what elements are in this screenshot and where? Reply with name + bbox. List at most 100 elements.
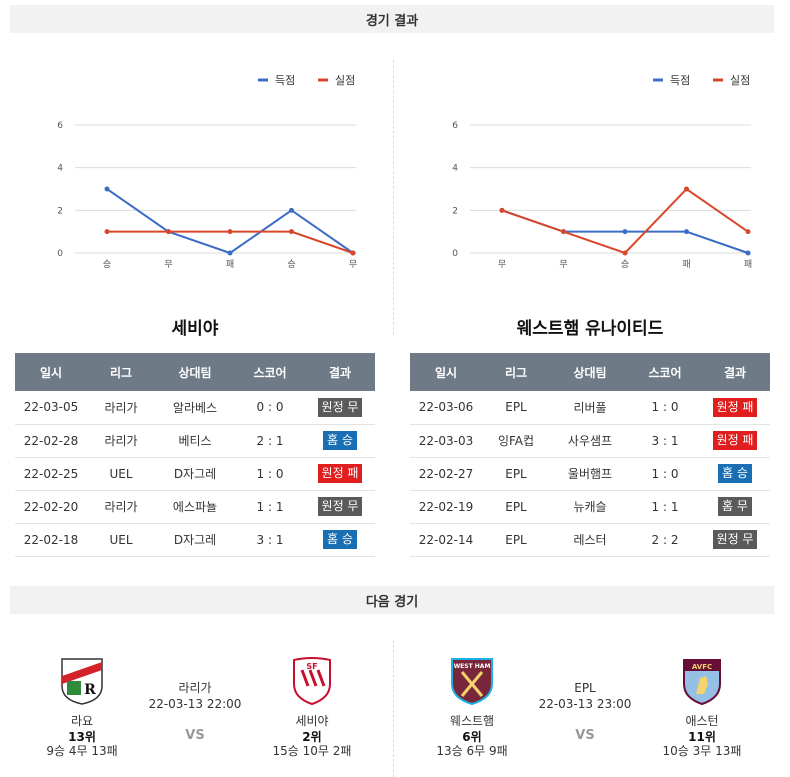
header-opponent: 상대팀 [550,353,630,391]
table-row: 22-02-27 EPL 울버햄프 1 : 0 홈 승 [410,457,770,491]
cell-league: UEL [87,457,155,491]
cell-result: 원정 패 [700,391,770,425]
cell-date: 22-02-28 [15,424,87,458]
cell-opponent: 뉴캐슬 [550,490,630,524]
aston-villa-crest-icon: AVFC [678,656,726,706]
results-section-title: 경기 결과 [365,13,419,29]
cell-league: 라리가 [87,424,155,458]
y-tick-label: 0 [57,249,63,259]
series-line-conceded [107,230,354,254]
table-header-row: 일시 리그 상대팀 스코어 결과 [15,353,375,391]
data-point [289,207,294,213]
away-team-name: 애스턴 [685,714,719,728]
away-team-record: 10승 3무 13패 [662,744,742,758]
legend-label: 득점 [670,74,690,87]
series-line-conceded [501,187,749,255]
result-badge: 홈 승 [323,431,357,450]
data-point [104,186,110,192]
cell-score: 1 : 0 [235,457,305,491]
header-date: 일시 [15,353,87,391]
cell-date: 22-02-19 [410,490,482,524]
y-tick-label: 4 [57,164,63,174]
away-team-rank: 2위 [302,730,322,744]
x-tick-label: 무 [164,259,172,270]
cell-date: 22-03-03 [410,424,482,458]
x-tick-label: 승 [287,259,295,270]
result-badge: 홈 무 [718,497,752,516]
svg-text:WEST HAM: WEST HAM [454,663,491,670]
legend-label: 실점 [335,74,355,87]
right-team-title: 웨스트햄 유나이티드 [516,319,664,339]
data-point [622,250,628,256]
x-tick-label: 무 [559,259,567,270]
home-team-rank: 13위 [68,730,96,744]
cell-league: EPL [482,490,550,524]
table-row: 22-02-25 UEL D자그레 1 : 0 원정 패 [15,457,375,491]
home-team-name: 라요 [70,714,94,728]
header-score: 스코어 [630,353,700,391]
match-datetime: 22-03-13 23:00 [538,697,632,711]
column-divider [393,60,394,335]
home-team: R 라요 13위 9승 4무 13패 [32,650,132,758]
y-tick-label: 6 [452,121,458,131]
next-match-section-title: 다음 경기 [365,594,419,610]
legend-label: 득점 [275,74,295,87]
svg-text:SF: SF [306,662,317,671]
cell-league: 라리가 [87,490,155,524]
header-score: 스코어 [235,353,305,391]
away-team-name: 세비야 [295,714,329,728]
right-recent-results-table: 일시 리그 상대팀 스코어 결과 22-03-06 EPL 리버풀 1 : 0 원정 패… [410,353,770,557]
table-row: 22-03-06 EPL 리버풀 1 : 0 원정 패 [410,391,770,425]
data-point [684,229,689,235]
cell-score: 3 : 1 [630,424,700,458]
sevilla-crest-icon: SF [288,656,336,706]
home-team: WEST HAM 웨스트햄 6위 13승 6무 9패 [422,650,522,758]
away-team-rank: 11위 [688,730,716,744]
cell-opponent: 베티스 [155,424,235,458]
header-result: 결과 [305,353,375,391]
table-row: 22-02-20 라리가 에스파뇰 1 : 1 원정 무 [15,490,375,524]
cell-date: 22-02-25 [15,457,87,491]
next-match-section-header: 다음 경기 [10,586,774,614]
result-badge: 원정 패 [712,431,758,450]
y-tick-label: 6 [57,121,63,131]
cell-league: EPL [482,391,550,425]
match-datetime: 22-03-13 22:00 [148,697,242,711]
table-row: 22-02-28 라리가 베티스 2 : 1 홈 승 [15,424,375,458]
data-point [684,186,689,192]
x-tick-label: 패 [682,259,690,270]
data-point [104,229,110,235]
svg-text:R: R [84,682,96,698]
left-recent-results-table: 일시 리그 상대팀 스코어 결과 22-03-05 라리가 알라베스 0 : 0 원정 … [15,353,375,557]
cell-score: 3 : 1 [235,523,305,557]
rayo-vallecano-crest-icon: R [58,656,106,706]
cell-result: 원정 패 [700,424,770,458]
home-team-rank: 6위 [462,730,482,744]
data-point [622,229,628,235]
data-point [166,229,171,235]
cell-date: 22-02-27 [410,457,482,491]
data-point [745,229,751,235]
cell-opponent: 사우샘프 [550,424,630,458]
cell-date: 22-02-14 [410,523,482,557]
result-badge: 원정 패 [712,397,758,417]
cell-result: 홈 승 [700,457,770,491]
cell-score: 2 : 1 [235,424,305,458]
header-date: 일시 [410,353,482,391]
home-team-record: 9승 4무 13패 [46,744,118,758]
result-badge: 원정 패 [317,464,363,483]
x-tick-label: 패 [744,259,752,270]
x-tick-label: 패 [226,259,234,270]
cell-league: 잉FA컵 [482,424,550,458]
cell-opponent: 리버풀 [550,391,630,425]
left-results-chart: 득점 실점 0 2 4 6 승 무 패 승 무 [57,74,357,270]
legend-label: 실점 [730,74,750,87]
match-league: EPL [574,681,596,695]
cell-opponent: 알라베스 [155,391,235,425]
table-row: 22-03-05 라리가 알라베스 0 : 0 원정 무 [15,391,375,425]
cell-result: 원정 무 [305,490,375,524]
cell-opponent: 레스터 [550,523,630,557]
cell-date: 22-03-06 [410,391,482,425]
result-badge: 원정 무 [712,530,758,549]
next-match-card-left: R 라요 13위 9승 4무 13패 라리가 22-03-13 22:00 VS… [10,650,390,770]
